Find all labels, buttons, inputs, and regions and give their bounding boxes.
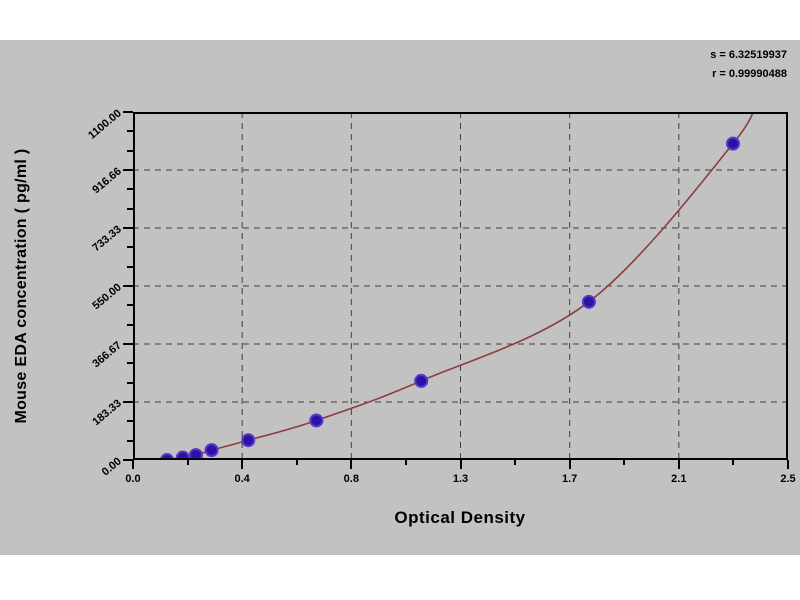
fit-statistics: s = 6.32519937 r = 0.99990488 bbox=[710, 46, 787, 84]
y-major-tick bbox=[123, 401, 133, 403]
x-tick-label: 0.0 bbox=[125, 473, 141, 485]
x-minor-tick bbox=[404, 460, 407, 465]
y-minor-tick bbox=[127, 323, 133, 326]
y-major-tick bbox=[123, 343, 133, 345]
x-major-tick bbox=[568, 460, 571, 469]
y-minor-tick bbox=[127, 304, 133, 307]
data-point bbox=[241, 433, 256, 448]
data-point bbox=[725, 136, 740, 151]
x-minor-tick bbox=[514, 460, 517, 465]
y-minor-tick bbox=[127, 381, 133, 384]
x-major-tick bbox=[350, 460, 353, 469]
x-major-tick bbox=[787, 460, 789, 469]
y-minor-tick bbox=[127, 362, 133, 365]
data-point bbox=[175, 450, 190, 460]
x-minor-tick bbox=[732, 460, 735, 465]
y-major-tick bbox=[123, 169, 133, 171]
y-minor-tick bbox=[127, 246, 133, 249]
y-minor-tick bbox=[127, 149, 133, 152]
x-minor-tick bbox=[623, 460, 626, 465]
y-major-tick bbox=[123, 227, 133, 229]
data-point bbox=[309, 413, 324, 428]
data-point bbox=[581, 294, 596, 309]
y-axis-title: Mouse EDA concentration ( pg/ml ) bbox=[13, 148, 30, 424]
x-tick-label: 0.8 bbox=[343, 473, 359, 485]
x-tick-label: 0.4 bbox=[234, 473, 250, 485]
y-minor-tick bbox=[127, 207, 133, 210]
x-major-tick bbox=[132, 460, 134, 469]
x-minor-tick bbox=[295, 460, 298, 465]
data-point bbox=[188, 448, 203, 460]
y-major-tick bbox=[123, 111, 133, 113]
y-minor-tick bbox=[127, 265, 133, 268]
x-major-tick bbox=[459, 460, 462, 469]
y-major-tick bbox=[123, 285, 133, 287]
fit-stat-s: s = 6.32519937 bbox=[710, 49, 787, 61]
data-point bbox=[204, 443, 219, 458]
fit-stat-r: r = 0.99990488 bbox=[712, 68, 787, 80]
x-tick-label: 1.7 bbox=[562, 473, 578, 485]
y-minor-tick bbox=[127, 439, 133, 442]
y-minor-tick bbox=[127, 130, 133, 133]
x-major-tick bbox=[241, 460, 244, 469]
x-major-tick bbox=[677, 460, 680, 469]
y-major-tick bbox=[123, 459, 133, 461]
plot-border bbox=[133, 112, 788, 460]
x-tick-label: 1.3 bbox=[452, 473, 469, 485]
x-tick-label: 2.5 bbox=[780, 473, 796, 485]
data-point bbox=[414, 373, 429, 388]
y-minor-tick bbox=[127, 188, 133, 191]
x-tick-label: 2.1 bbox=[671, 473, 687, 485]
x-axis-title: Optical Density bbox=[394, 508, 526, 527]
plot-area bbox=[133, 112, 788, 460]
x-minor-tick bbox=[186, 460, 189, 465]
y-minor-tick bbox=[127, 420, 133, 423]
